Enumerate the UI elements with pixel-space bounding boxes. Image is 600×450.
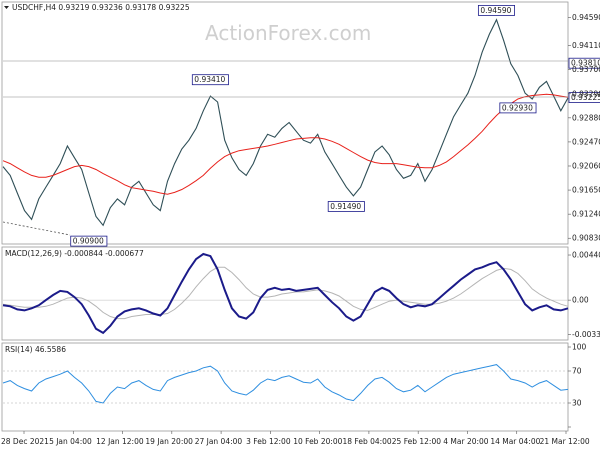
watermark: ActionForex.com: [205, 21, 371, 45]
price-annotations: 0.94590 0.93410 0.93810 0.93225 0.92930 0.914…: [70, 4, 600, 247]
macd-signal-line: [2, 266, 569, 320]
price-header-text: USDCHF,H4 0.93219 0.93236 0.93178 0.9322…: [12, 3, 190, 12]
price-axis-label: 0.91650: [572, 186, 600, 195]
price-axis: 0.94590 0.94110 0.93700 0.93290 0.92880 0.924…: [568, 13, 600, 243]
time-axis-label: 25 Feb 12:00: [392, 437, 441, 446]
price-axis-label: 0.93700: [572, 65, 600, 74]
time-axis-label: 28 Dec 2021: [1, 437, 49, 446]
time-axis-label: 12 Jan 12:00: [96, 437, 144, 446]
time-axis: 28 Dec 2021 5 Jan 04:00 12 Jan 12:00 19 Jan…: [1, 431, 590, 446]
price-annotation-box: [477, 4, 515, 16]
price-annotation-box: [568, 57, 600, 69]
time-axis-label: 5 Jan 04:00: [49, 437, 92, 446]
price-axis-label: 0.93290: [572, 89, 600, 98]
time-axis-label: 27 Jan 04:00: [195, 437, 243, 446]
price-annotation-box: [191, 74, 229, 86]
price-series: [2, 18, 569, 227]
rsi-levels: [3, 370, 568, 404]
time-axis-label: 3 Feb 12:00: [246, 437, 291, 446]
time-axis-label: 10 Feb 20:00: [293, 437, 342, 446]
price-annotation-label: 0.90900: [73, 237, 104, 246]
price-axis-label: 0.94110: [572, 41, 600, 50]
time-axis-label: 19 Jan 20:00: [145, 437, 193, 446]
price-annotation-box: [327, 201, 365, 212]
time-axis-label: 18 Feb 04:00: [343, 437, 392, 446]
moving-average-line: [2, 93, 569, 195]
macd-axis-label: 0.00: [572, 296, 589, 305]
price-annotation-box: [568, 92, 600, 103]
price-axis-label: 0.92880: [572, 113, 600, 122]
macd-axis-label: 0.004403: [572, 251, 600, 260]
support-trendline: [2, 221, 71, 236]
rsi-axis-label: 70: [572, 367, 582, 376]
price-axis-label: 0.92470: [572, 137, 600, 146]
macd-panel-border: [1, 246, 569, 341]
rsi-axis: 100 70 30: [568, 343, 587, 428]
macd-line: [2, 252, 569, 335]
price-annotation-label: 0.93410: [194, 75, 225, 84]
price-axis-label: 0.94590: [572, 13, 600, 22]
price-axis-label: 0.92060: [572, 161, 600, 170]
price-annotation-label: 0.93810: [571, 59, 600, 68]
price-annotation-box: [499, 102, 537, 114]
price-annotation-label: 0.93225: [571, 93, 600, 102]
macd-axis-label: -0.003338: [572, 330, 600, 339]
macd-panel: 0.004403 0.00 -0.003338 MACD(12,26,9) -0.0…: [1, 246, 600, 341]
price-annotation-label: 0.92930: [502, 103, 533, 112]
time-axis-label: 21 Mar 12:00: [540, 437, 590, 446]
price-annotation-label: 0.91490: [330, 202, 361, 211]
macd-axis: 0.004403 0.00 -0.003338: [568, 251, 600, 339]
price-axis-label: 0.90830: [572, 234, 600, 243]
rsi-header-text: RSI(14) 46.5586: [5, 345, 66, 354]
rsi-panel: 100 70 30 RSI(14) 46.5586: [1, 342, 587, 432]
price-header: USDCHF,H4 0.93219 0.93236 0.93178 0.9322…: [4, 3, 190, 12]
rsi-line: [2, 364, 569, 404]
price-annotation-box: [70, 235, 108, 247]
rsi-axis-label: 100: [572, 343, 587, 352]
rsi-axis-label: 30: [572, 399, 582, 408]
rsi-panel-border: [1, 342, 569, 432]
collapse-triangle-icon[interactable]: [4, 6, 9, 9]
price-axis-label: 0.91240: [572, 210, 600, 219]
price-panel-border: [1, 1, 569, 245]
price-panel: ActionForex.com 0.945900.934100.938100.9…: [1, 1, 600, 247]
macd-header-text: MACD(12,26,9) -0.000844 -0.000677: [5, 249, 144, 258]
time-axis-label: 4 Mar 20:00: [443, 437, 489, 446]
price-annotation-label: 0.94590: [480, 6, 511, 15]
time-axis-label: 14 Mar 04:00: [490, 437, 540, 446]
